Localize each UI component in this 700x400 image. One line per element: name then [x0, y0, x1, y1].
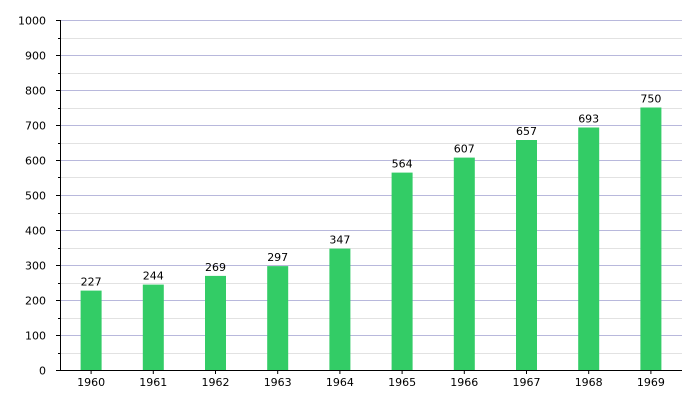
- y-tick-label-1000: 1000: [18, 15, 46, 28]
- x-tick-label-1966: 1966: [450, 376, 478, 389]
- bar-1969: [640, 107, 662, 370]
- data-label-1962: 269: [205, 261, 226, 274]
- bar-1967: [516, 140, 537, 370]
- axis-layer: [56, 20, 682, 374]
- data-label-1961: 244: [143, 270, 164, 283]
- y-tick-label-300: 300: [25, 260, 46, 273]
- x-tick-label-1969: 1969: [637, 376, 665, 389]
- data-label-1968: 693: [578, 113, 599, 126]
- x-tick-label-1963: 1963: [264, 376, 292, 389]
- x-tick-label-1960: 1960: [77, 376, 105, 389]
- y-tick-label-400: 400: [25, 225, 46, 238]
- bar-1961: [142, 284, 164, 370]
- y-tick-label-900: 900: [25, 50, 46, 63]
- bar-1960: [80, 290, 102, 370]
- label-layer: 227 1960 244 1961 269 1962 297 1963 347 1964 564 19…: [18, 15, 665, 390]
- x-tick-label-1964: 1964: [326, 376, 354, 389]
- x-tick-label-1967: 1967: [513, 376, 541, 389]
- y-tick-label-500: 500: [25, 190, 46, 203]
- y-tick-label-800: 800: [25, 85, 46, 98]
- bar-1962: [205, 275, 226, 370]
- data-label-1964: 347: [329, 234, 350, 247]
- data-label-1969: 750: [640, 93, 661, 106]
- bar-1963: [267, 266, 289, 370]
- y-tick-label-600: 600: [25, 155, 46, 168]
- y-tick-label-0: 0: [39, 365, 46, 378]
- bar-1966: [453, 157, 475, 370]
- y-tick-label-200: 200: [25, 295, 46, 308]
- data-label-1966: 607: [454, 143, 475, 156]
- data-label-1960: 227: [81, 276, 102, 289]
- y-tick-label-100: 100: [25, 330, 46, 343]
- y-tick-label-700: 700: [25, 120, 46, 133]
- data-label-1967: 657: [516, 125, 537, 138]
- bar-1964: [329, 248, 351, 370]
- bar-layer: [80, 107, 662, 370]
- x-tick-label-1961: 1961: [139, 376, 167, 389]
- x-tick-label-1965: 1965: [388, 376, 416, 389]
- bar-1965: [391, 172, 413, 370]
- x-tick-label-1968: 1968: [575, 376, 603, 389]
- x-tick-label-1962: 1962: [202, 376, 230, 389]
- data-label-1963: 297: [267, 251, 288, 264]
- data-label-1965: 564: [392, 158, 413, 171]
- bar-1968: [578, 127, 600, 370]
